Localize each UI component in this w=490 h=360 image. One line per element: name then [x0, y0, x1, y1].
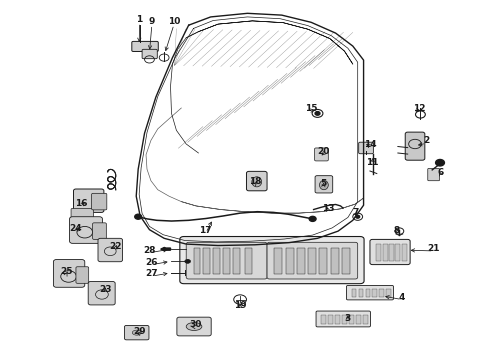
Text: 30: 30 — [190, 320, 202, 329]
Circle shape — [315, 112, 320, 115]
Text: 9: 9 — [148, 17, 155, 26]
Text: 7: 7 — [352, 208, 359, 217]
Text: 28: 28 — [143, 246, 156, 255]
Bar — [321, 315, 326, 324]
Text: 14: 14 — [364, 140, 376, 149]
FancyBboxPatch shape — [92, 193, 107, 210]
Text: 17: 17 — [199, 226, 212, 235]
Text: 26: 26 — [146, 258, 158, 266]
FancyBboxPatch shape — [267, 242, 358, 279]
Bar — [308, 248, 316, 274]
FancyBboxPatch shape — [315, 176, 333, 193]
FancyBboxPatch shape — [316, 311, 370, 327]
Bar — [245, 248, 252, 274]
FancyBboxPatch shape — [177, 317, 211, 336]
FancyBboxPatch shape — [180, 237, 364, 284]
Text: 10: 10 — [168, 17, 180, 26]
Text: 1: 1 — [137, 15, 143, 24]
Text: 8: 8 — [394, 226, 400, 235]
FancyBboxPatch shape — [186, 242, 267, 279]
Bar — [335, 315, 340, 324]
FancyBboxPatch shape — [359, 142, 373, 154]
Text: 16: 16 — [74, 199, 87, 208]
Bar — [356, 315, 361, 324]
Bar — [342, 248, 350, 274]
Text: 18: 18 — [248, 177, 261, 186]
FancyBboxPatch shape — [132, 41, 158, 51]
Circle shape — [186, 260, 190, 263]
Bar — [274, 248, 282, 274]
Bar — [389, 244, 394, 261]
FancyBboxPatch shape — [74, 189, 104, 212]
Bar — [194, 248, 200, 274]
Bar — [352, 289, 356, 297]
FancyBboxPatch shape — [70, 217, 102, 243]
Ellipse shape — [252, 177, 262, 187]
Bar — [372, 289, 377, 297]
FancyBboxPatch shape — [428, 168, 440, 181]
Bar — [297, 248, 305, 274]
Bar — [233, 248, 240, 274]
FancyBboxPatch shape — [71, 208, 94, 218]
Circle shape — [309, 216, 316, 221]
Bar — [379, 289, 384, 297]
Bar — [349, 315, 354, 324]
FancyBboxPatch shape — [370, 239, 410, 265]
Ellipse shape — [186, 323, 202, 330]
Text: 13: 13 — [322, 204, 335, 213]
Bar — [363, 315, 368, 324]
Text: 5: 5 — [320, 179, 326, 188]
Bar — [402, 244, 407, 261]
Circle shape — [356, 215, 360, 218]
Bar — [328, 315, 333, 324]
Bar — [342, 315, 347, 324]
Text: 6: 6 — [438, 168, 444, 177]
Bar — [286, 248, 294, 274]
Text: 20: 20 — [317, 147, 330, 156]
FancyBboxPatch shape — [246, 171, 267, 191]
Bar — [386, 289, 391, 297]
Text: 29: 29 — [133, 327, 146, 336]
FancyBboxPatch shape — [93, 223, 106, 239]
Text: 23: 23 — [99, 285, 112, 294]
Text: 21: 21 — [427, 244, 440, 253]
Text: 11: 11 — [366, 158, 379, 166]
Circle shape — [436, 159, 444, 166]
Ellipse shape — [319, 180, 328, 190]
Bar — [383, 244, 388, 261]
Text: 27: 27 — [146, 269, 158, 278]
Bar — [366, 289, 370, 297]
Bar — [395, 244, 400, 261]
Bar — [203, 248, 210, 274]
Text: 24: 24 — [70, 224, 82, 233]
Text: 22: 22 — [109, 242, 122, 251]
FancyArrow shape — [161, 247, 171, 251]
FancyBboxPatch shape — [142, 49, 157, 59]
Bar — [213, 248, 220, 274]
FancyBboxPatch shape — [53, 260, 85, 287]
Text: 3: 3 — [345, 314, 351, 323]
Text: 15: 15 — [305, 104, 318, 113]
FancyBboxPatch shape — [124, 325, 149, 340]
Text: 19: 19 — [234, 302, 246, 310]
FancyBboxPatch shape — [405, 132, 425, 160]
Bar — [331, 248, 339, 274]
Bar — [223, 248, 230, 274]
FancyBboxPatch shape — [98, 238, 122, 262]
Ellipse shape — [185, 260, 191, 263]
Text: 2: 2 — [423, 136, 429, 145]
Bar — [376, 244, 381, 261]
Circle shape — [135, 214, 142, 219]
FancyBboxPatch shape — [88, 282, 115, 305]
Text: 12: 12 — [413, 104, 425, 113]
Bar — [359, 289, 363, 297]
FancyBboxPatch shape — [346, 285, 393, 300]
Text: 25: 25 — [60, 267, 73, 276]
Text: 4: 4 — [398, 292, 405, 302]
FancyBboxPatch shape — [76, 267, 89, 283]
Ellipse shape — [132, 330, 141, 335]
FancyBboxPatch shape — [315, 148, 328, 161]
Bar — [319, 248, 327, 274]
